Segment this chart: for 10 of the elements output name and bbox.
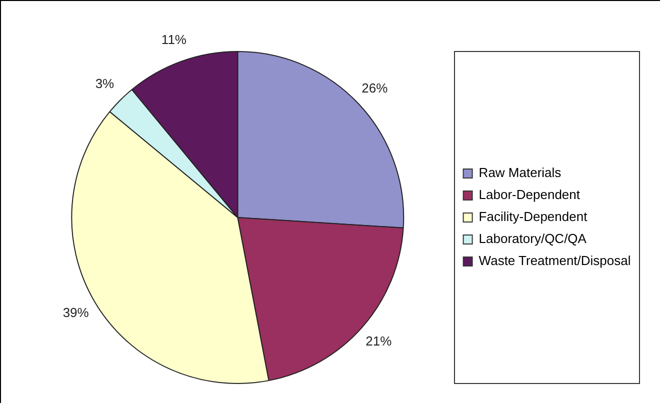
legend-label: Facility-Dependent <box>478 209 588 224</box>
legend-label: Waste Treatment/Disposal <box>478 253 631 268</box>
data-label: 21% <box>366 333 392 348</box>
legend-label: Laboratory/QC/QA <box>478 231 587 246</box>
data-label: 3% <box>95 76 115 92</box>
data-label: 26% <box>362 80 388 96</box>
legend-label: Labor-Dependent <box>478 187 580 202</box>
data-label: 39% <box>62 304 90 320</box>
data-label: 11% <box>161 32 187 48</box>
legend-label: Raw Materials <box>478 165 562 180</box>
